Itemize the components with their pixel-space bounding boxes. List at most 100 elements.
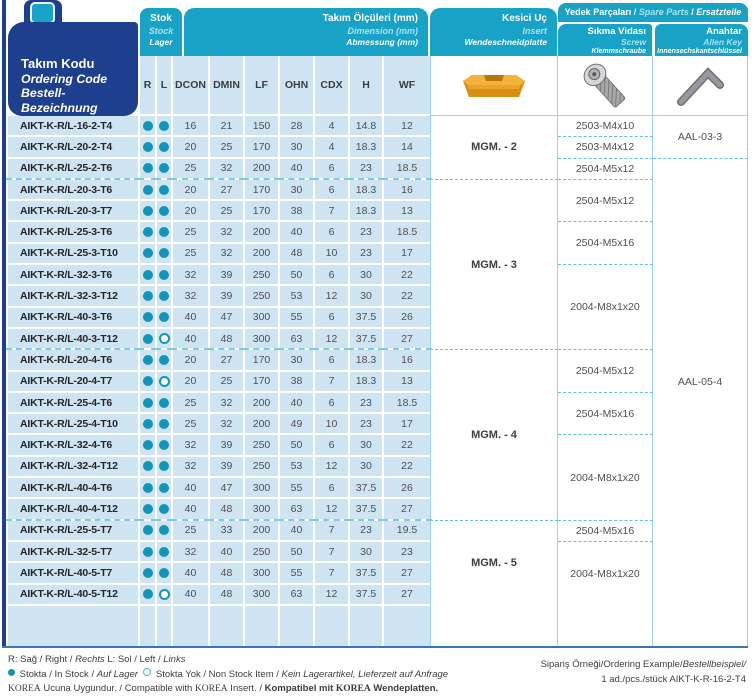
korea-word-1: KOREA — [8, 684, 41, 695]
dim-cell: 37.5 — [348, 328, 384, 351]
stock-header-tab: Stok Stock Lager — [140, 8, 182, 56]
in-stock-dot — [159, 141, 169, 152]
code-cell: AIKT-K-R/L-32-4-T12 — [8, 456, 140, 479]
in-stock-dot — [142, 333, 153, 344]
page-tab-icon — [30, 2, 55, 24]
dim-cell: 40 — [171, 499, 210, 521]
dim-cell: 170 — [245, 201, 280, 223]
stock-title-en: Stock — [148, 25, 174, 36]
dim-cell: 18.5 — [384, 392, 430, 415]
stock-cell-l — [157, 265, 173, 287]
dim-cell: 32 — [173, 286, 210, 308]
dim-cell: 22 — [384, 265, 430, 287]
stock-cell-r — [140, 286, 157, 308]
dim-cell: 170 — [245, 137, 280, 159]
dim-cell: 27 — [382, 499, 432, 521]
dim-cell: 38 — [280, 371, 315, 393]
code-cell: AIKT-K-R/L-25-2-T6 — [6, 158, 140, 181]
stock-cell-r — [140, 414, 157, 436]
dim-cell: 250 — [245, 456, 280, 479]
legend-rl-tr: R: Sağ / Right / — [8, 654, 76, 665]
dim-cell: 23 — [348, 158, 384, 181]
screw-cell: 2504-M5x12 — [558, 158, 653, 180]
allen-key-image-cell — [653, 56, 748, 116]
in-stock-dot — [142, 567, 153, 578]
dim-cell: 6 — [315, 307, 350, 329]
code-cell: AIKT-K-R/L-40-4-T6 — [8, 478, 140, 500]
dim-cell: 48 — [280, 243, 315, 266]
dim-cell: 18.5 — [382, 158, 432, 181]
stock-cell-l — [157, 116, 173, 138]
dim-cell: 250 — [245, 265, 280, 287]
in-stock-dot — [142, 312, 153, 323]
in-stock-dot — [159, 567, 169, 578]
insert-header-tab: Kesici Uç Insert Wendeschneidplatte — [430, 8, 557, 56]
screw-cell: 2504-M5x16 — [558, 222, 653, 266]
dim-cell: 30 — [280, 350, 315, 372]
code-cell: AIKT-K-R/L-20-4-T7 — [8, 371, 140, 393]
dim-cell: 47 — [210, 478, 245, 500]
stock-cell-l — [157, 456, 173, 479]
stock-cell-r — [140, 243, 157, 266]
stock-cell-r — [140, 584, 157, 606]
stock-cell-r — [140, 435, 157, 457]
dim-cell: 25 — [210, 201, 245, 223]
code-cell: AIKT-K-R/L-25-5-T7 — [8, 520, 140, 542]
in-stock-label-de: Auf Lager — [96, 668, 138, 680]
dim-cell: 48 — [208, 499, 245, 521]
dim-cell: 30 — [350, 456, 384, 479]
dim-cell: 63 — [278, 499, 315, 521]
dim-cell: 4 — [315, 137, 350, 159]
dim-cell: 12 — [315, 584, 350, 606]
dim-cell: 40 — [278, 158, 315, 181]
filler-cell — [280, 605, 315, 646]
screw-header-tab: Sıkma Vidası Screw Klemmschraube — [558, 24, 652, 56]
dim-cell: 30 — [350, 286, 384, 308]
dim-cell: 18.3 — [350, 201, 384, 223]
legend-korea-line: KOREA Ucuna Uygundur. / Compatible with … — [8, 682, 448, 697]
ordering-example-title: Sipariş Örneği/Ordering Example/Bestellb… — [541, 658, 746, 673]
korea-text-en: Insert. / — [227, 683, 265, 695]
code-cell: AIKT-K-R/L-32-4-T6 — [8, 435, 140, 457]
dim-cell: 37.5 — [350, 307, 384, 329]
stock-cell-r — [140, 541, 157, 564]
insert-image-cell — [430, 56, 558, 116]
dim-cell: 7 — [315, 520, 350, 542]
legend-l-de: Links — [163, 654, 186, 665]
dim-cell: 200 — [245, 520, 280, 542]
dim-cell: 12 — [315, 286, 350, 308]
filler-cell — [8, 605, 140, 646]
dim-cell: 7 — [315, 371, 350, 393]
dim-cell: 6 — [315, 478, 350, 500]
screw-cell: 2004-M8x1x20 — [558, 541, 653, 606]
dim-cell: 6 — [313, 158, 350, 181]
stock-cell-l — [157, 520, 173, 542]
insert-group-cell: MGM. - 2 — [430, 116, 558, 180]
dim-cell: 25 — [173, 222, 210, 244]
dim-cell: 25 — [173, 414, 210, 436]
dim-cell: 4 — [315, 116, 350, 138]
catalog-table: R L DCON DMIN LF OHN CDX H WF AIKT-K-R/L-16-2-T4 1… — [6, 56, 748, 646]
dim-cell: 13 — [384, 371, 430, 393]
in-stock-dot — [142, 440, 153, 451]
dim-cell: 14 — [384, 137, 430, 159]
stock-cell-r — [140, 265, 157, 287]
dim-cell: 200 — [245, 392, 280, 415]
dim-cell: 6 — [315, 179, 350, 202]
dim-cell: 250 — [245, 541, 280, 564]
stock-cell-l — [157, 201, 173, 223]
dim-cell: 6 — [315, 350, 350, 372]
non-stock-dot-icon — [143, 667, 152, 676]
insert-title-de: Wendeschneidplatte — [464, 36, 548, 47]
ordering-example-value: 1 ad./pcs./stück AIKT-K-R-16-2-T4 — [601, 673, 746, 685]
screw-title-de: Klemmschraube — [591, 47, 646, 55]
screw-cell: 2504-M5x12 — [558, 350, 653, 393]
in-stock-dot — [142, 141, 153, 152]
dim-cell: 32 — [210, 392, 245, 415]
spare-title-de: Ersatzteile — [696, 7, 742, 17]
dim-cell: 32 — [208, 158, 245, 181]
in-stock-dot — [159, 418, 169, 429]
dim-cell: 200 — [245, 243, 280, 266]
screw-cell: 2004-M8x1x20 — [558, 435, 653, 521]
